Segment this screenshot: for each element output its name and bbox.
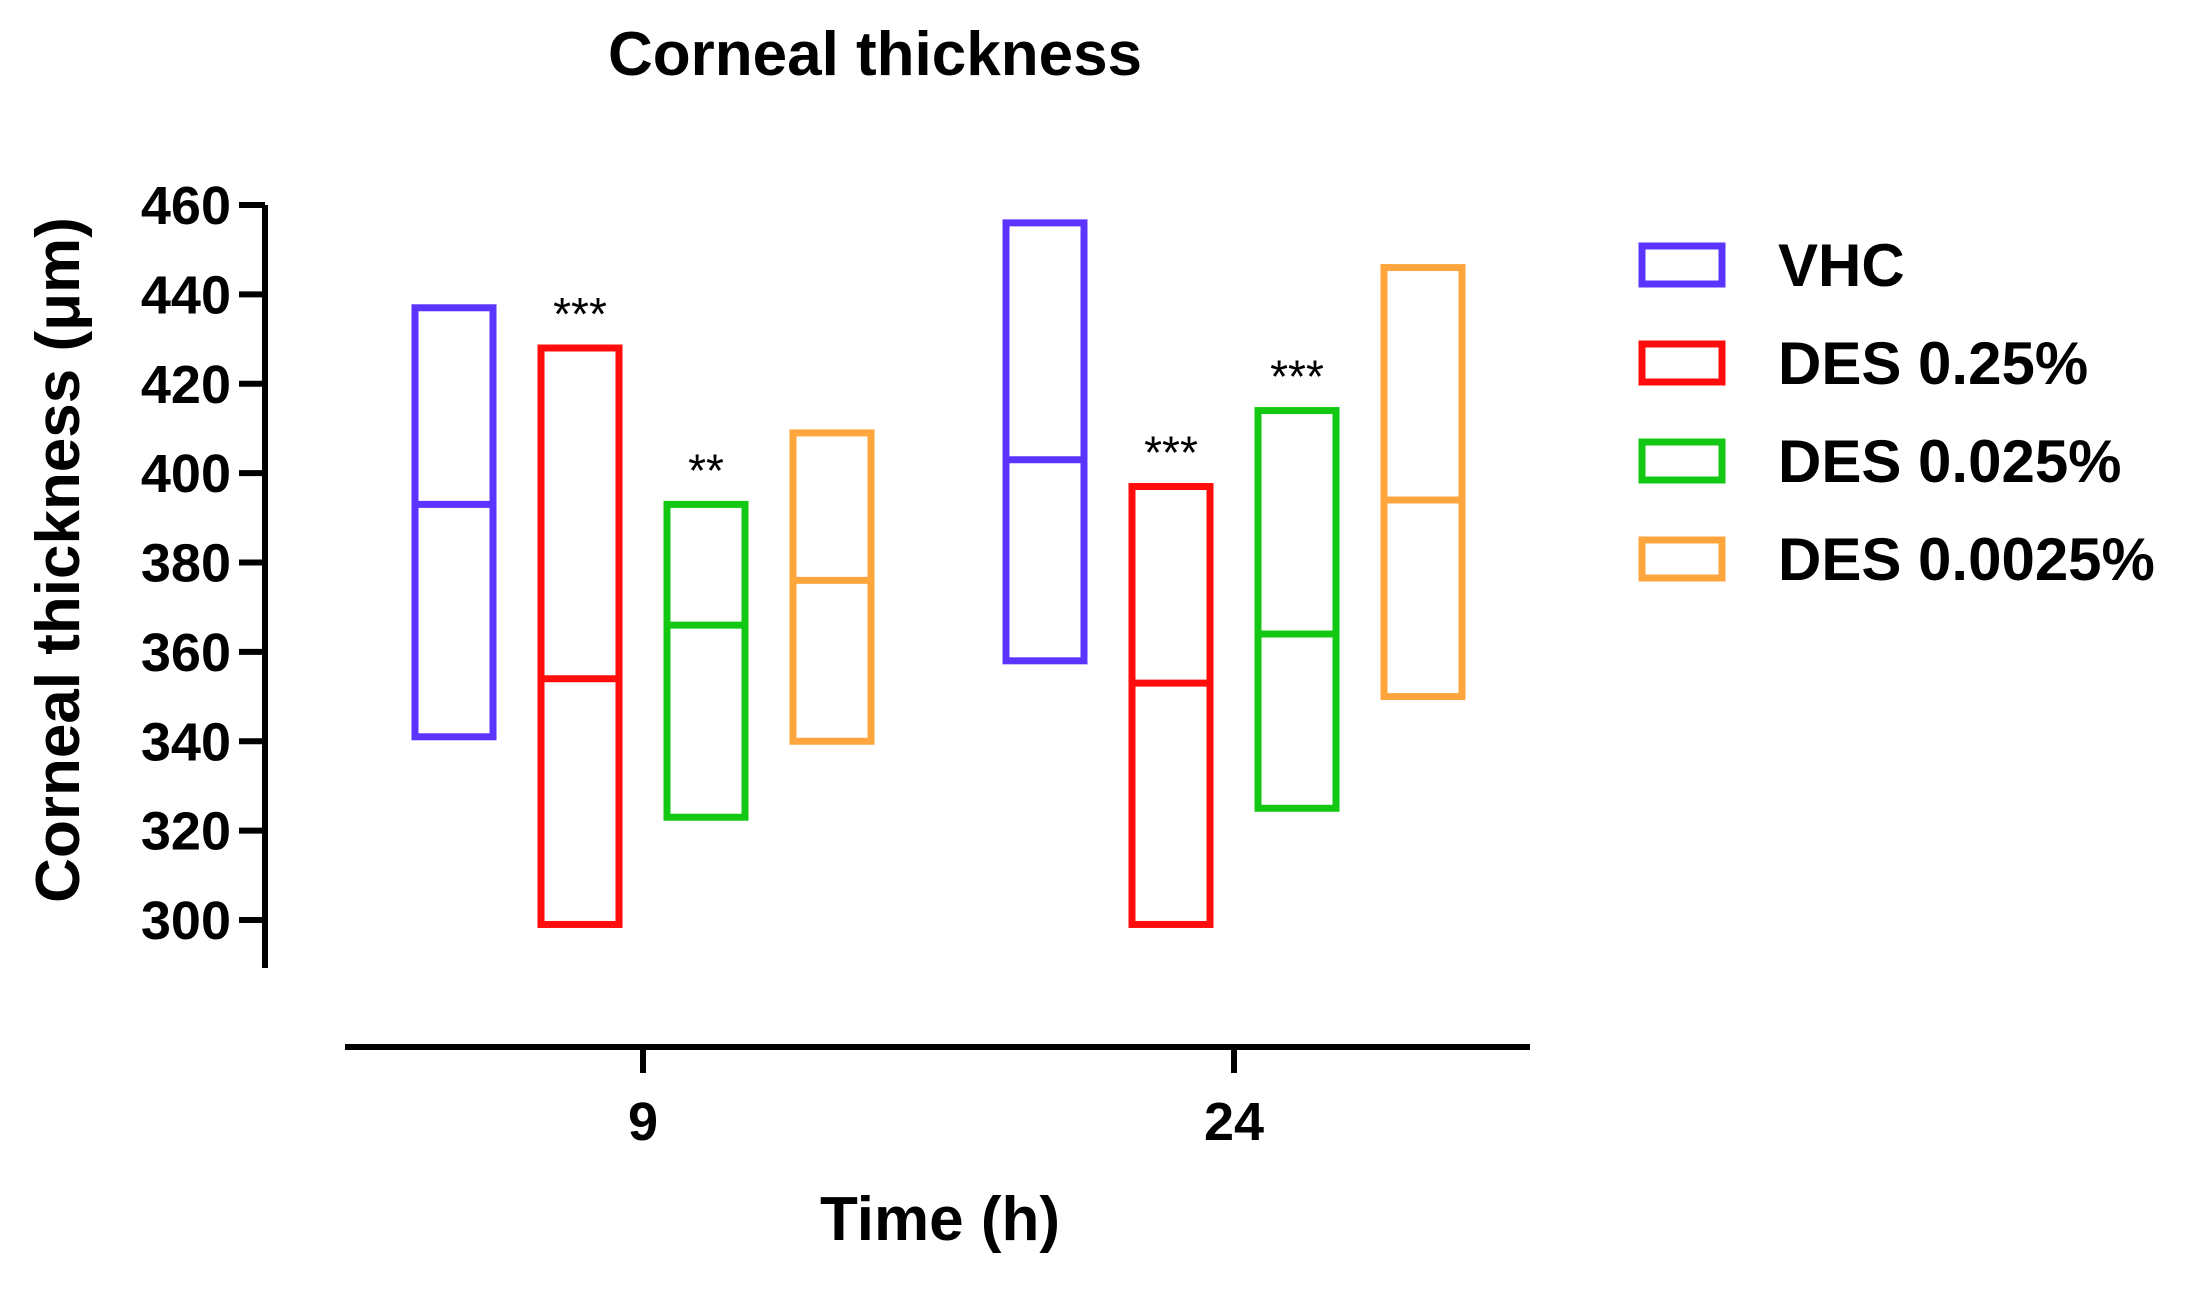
legend-label: DES 0.25% (1778, 330, 2088, 397)
floating-bar (1128, 483, 1214, 928)
y-tick-label: 300 (141, 891, 231, 951)
y-tick-label: 400 (141, 444, 231, 504)
bar-series: *********** (411, 219, 1466, 928)
legend-label: DES 0.025% (1778, 428, 2122, 495)
significance-label: ** (688, 444, 724, 496)
y-tick-label: 460 (141, 176, 231, 236)
y-tick-label: 440 (141, 265, 231, 325)
floating-bar (789, 429, 875, 745)
y-tick-label: 380 (141, 534, 231, 594)
floating-bar (1002, 219, 1088, 665)
legend-label: DES 0.0025% (1778, 526, 2155, 593)
y-axis-label: Corneal thickness (μm) (24, 217, 93, 903)
legend-swatch (1638, 536, 1726, 582)
x-axis-label: Time (h) (820, 1185, 1060, 1254)
floating-bar (537, 344, 623, 928)
significance-label: *** (553, 288, 607, 340)
floating-bar (1380, 264, 1466, 701)
y-tick-label: 320 (141, 802, 231, 862)
floating-bar (1254, 407, 1340, 812)
legend-swatch (1638, 438, 1726, 484)
legend: VHC DES 0.25% DES 0.025% DES 0.0025% (1638, 232, 2155, 593)
significance-label: *** (1144, 427, 1198, 479)
chart-title: Corneal thickness (608, 20, 1142, 89)
x-axis: 9 24 (345, 1044, 1530, 1152)
y-tick-label: 360 (141, 623, 231, 683)
legend-swatch (1638, 340, 1726, 386)
y-axis: 300 320 340 360 380 400 420 440 460 (141, 176, 268, 968)
floating-bar (663, 500, 749, 821)
y-tick-label: 340 (141, 712, 231, 772)
y-tick-label: 420 (141, 355, 231, 415)
legend-label: VHC (1778, 232, 1905, 299)
x-tick-label: 24 (1204, 1092, 1264, 1152)
floating-bar (411, 304, 497, 741)
x-tick-label: 9 (628, 1092, 658, 1152)
legend-swatch (1638, 242, 1726, 288)
significance-label: *** (1270, 351, 1324, 403)
